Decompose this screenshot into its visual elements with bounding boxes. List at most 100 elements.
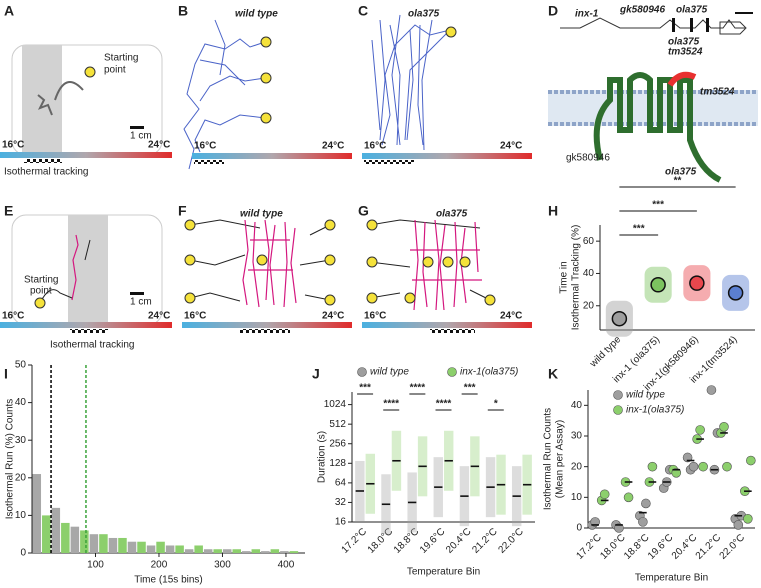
sig-label: ** (674, 176, 682, 187)
temp-low: 16°C (364, 311, 386, 322)
bar (175, 545, 184, 553)
bar (280, 551, 289, 553)
bar (51, 507, 61, 553)
x-tick-label: 19.6°C (418, 526, 447, 555)
scale-bar (735, 12, 753, 14)
sig-label: * (494, 399, 498, 410)
panel-d: inx-1 gk580946 ola375 ola375 tm3524 tm35… (548, 5, 758, 183)
bar (99, 534, 108, 553)
temp-high: 24°C (500, 311, 522, 322)
y-tick-label: 40 (583, 268, 595, 279)
bar (61, 522, 70, 553)
bar (194, 545, 203, 553)
y-tick-label: 64 (335, 478, 347, 489)
bar (80, 530, 89, 553)
bar (108, 537, 118, 553)
caption: Isothermal tracking (50, 340, 134, 351)
legend-label: wild type (626, 390, 665, 401)
point (671, 467, 682, 478)
point (719, 421, 729, 432)
point (722, 461, 732, 472)
y-tick-label: 60 (583, 236, 595, 247)
gradient (182, 322, 352, 328)
x-tick-label: 300 (214, 560, 231, 571)
checker (24, 159, 62, 163)
sig-label: **** (383, 399, 399, 410)
temp-low: 16°C (364, 141, 386, 152)
x-tick-label: 19.6°C (646, 532, 675, 561)
gradient (192, 153, 352, 159)
panel-title: ola375 (436, 209, 468, 220)
point (698, 461, 708, 472)
bar (137, 541, 146, 553)
panel-f: wild type 16°C 24°C (182, 209, 352, 333)
y-tick-label: 0 (20, 548, 26, 559)
scale-label: 1 cm (130, 297, 152, 308)
x-axis-title: Temperature Bin (635, 573, 708, 584)
panel-label: I (4, 366, 8, 382)
median-dot (689, 275, 705, 291)
y-tick-label: 128 (329, 458, 346, 469)
sig-label: *** (652, 200, 664, 211)
legend-label: inx-1(ola375) (460, 367, 518, 378)
start-label: Starting (24, 275, 58, 286)
bar (165, 545, 175, 553)
bar (70, 526, 80, 553)
point (638, 517, 648, 527)
panel-b: wild type 16°C 24°C (183, 9, 352, 170)
allele: tm3524 (668, 47, 703, 58)
y-axis-title: Isothermal Tracking (%) (571, 225, 582, 331)
y-tick-label: 16 (335, 517, 347, 528)
checker (364, 160, 414, 164)
x-tick-label: 21.2°C (470, 526, 499, 555)
pin (260, 36, 272, 48)
x-axis-title: Temperature Bin (407, 567, 480, 578)
panel-label: J (312, 366, 320, 382)
y-tick-label: 20 (15, 472, 27, 483)
y-axis-title: Time in (559, 261, 570, 293)
gradient (0, 322, 172, 328)
panel-title: wild type (240, 209, 283, 220)
exon (706, 18, 709, 32)
legend-swatch (613, 390, 623, 400)
x-tick-label: 200 (151, 560, 168, 571)
bar (146, 545, 156, 553)
scale-bar (130, 292, 144, 295)
start-pin (84, 66, 96, 78)
bar (289, 551, 299, 553)
panel-label: F (178, 203, 187, 219)
point (743, 513, 753, 524)
x-tick-label: 17.2°C (340, 526, 369, 555)
checker (430, 329, 475, 333)
checker (194, 160, 224, 164)
x-tick-label: 18.8°C (392, 526, 421, 555)
caption: Isothermal tracking (4, 167, 88, 178)
panel-e: Starting point 1 cm 16°C 24°C Isothermal… (0, 214, 172, 351)
trajectories (371, 14, 451, 151)
temp-low: 16°C (2, 140, 24, 151)
median-dot (727, 285, 744, 301)
x-tick-label: 18.0°C (598, 532, 627, 561)
gene-model (560, 17, 747, 35)
y-tick-label: 30 (571, 431, 583, 442)
bar (184, 549, 194, 553)
start-label: point (104, 65, 126, 76)
trajectories (369, 219, 491, 301)
panel-title: ola375 (408, 9, 440, 20)
track (37, 81, 84, 116)
temp-high: 24°C (322, 311, 344, 322)
x-tick-label: 18.0°C (366, 526, 395, 555)
x-tick-label: 21.2°C (694, 532, 723, 561)
temp-low: 16°C (2, 311, 24, 322)
trajectories (242, 219, 297, 308)
panel-label: B (178, 3, 188, 19)
pins (184, 219, 336, 306)
gradient (362, 322, 532, 328)
allele: gk580946 (619, 5, 665, 16)
pin (260, 112, 272, 124)
y-tick-label: 0 (576, 523, 582, 534)
bar (213, 549, 222, 553)
gradient (362, 153, 532, 159)
protein-label: ola375 (665, 167, 697, 178)
y-tick-label: 40 (571, 400, 583, 411)
